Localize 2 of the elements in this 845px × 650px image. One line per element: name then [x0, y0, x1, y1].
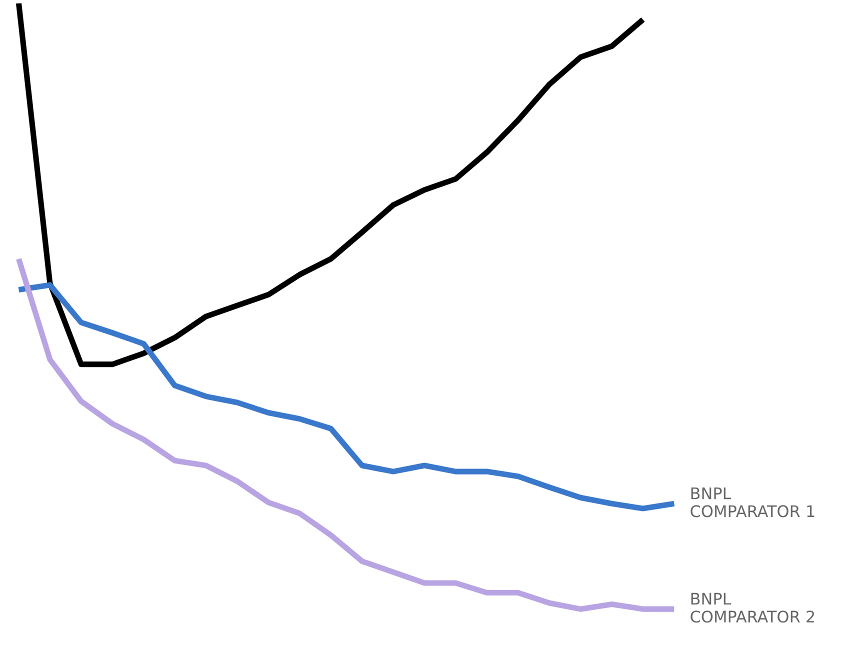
series-label: BNPL COMPARATOR 1 — [690, 487, 814, 518]
series-label: BNPL COMPARATOR 2 — [690, 592, 814, 623]
